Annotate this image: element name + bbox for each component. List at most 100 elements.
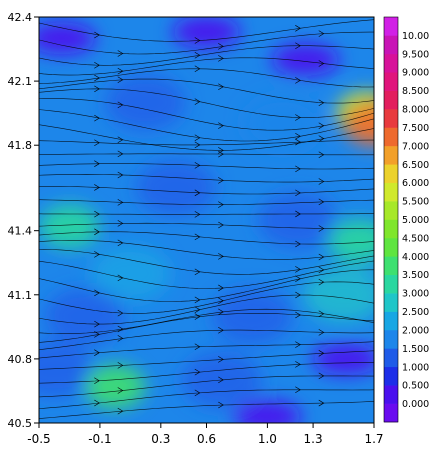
streamline	[39, 294, 374, 325]
streamline	[39, 19, 374, 42]
colorbar-label: 6.500	[402, 160, 429, 171]
streamline-arrow	[318, 225, 325, 232]
colorbar-segment	[384, 385, 398, 404]
streamline-arrow	[117, 220, 124, 227]
streamline	[39, 139, 374, 146]
streamline-arrow	[94, 228, 100, 236]
streamline-arrow	[218, 122, 224, 129]
streamline-arrow	[194, 98, 201, 105]
streamline-arrow	[94, 399, 100, 407]
streamline	[39, 260, 374, 289]
x-tick-label: 1.7	[364, 432, 383, 446]
field-patch	[257, 192, 338, 248]
colorbar-segment	[384, 201, 398, 220]
colorbar-label: 9.500	[402, 49, 429, 60]
colorbar-label: 2.000	[402, 325, 429, 336]
colorbar-label: 4.000	[402, 252, 429, 263]
streamline-arrow	[295, 240, 301, 248]
colorbar-label: 6.000	[402, 178, 429, 189]
y-axis: 40.5 40.8 41.1 41.4 41.8 42.1 42.4	[8, 11, 39, 430]
streamline-arrow	[318, 372, 325, 380]
field-patch	[242, 95, 323, 152]
streamline-arrow	[295, 210, 301, 218]
streamline	[39, 109, 374, 142]
field-low-region	[233, 400, 302, 423]
streamline-arrow	[117, 362, 124, 369]
streamline-arrow	[218, 356, 224, 363]
colorbar-label: 7.000	[402, 141, 429, 152]
y-tick-label: 41.1	[8, 289, 33, 302]
field-patch	[90, 245, 171, 302]
streamline-arrow	[194, 162, 201, 169]
streamline	[39, 240, 374, 260]
streamline-arrow	[194, 233, 201, 241]
streamline-arrow	[318, 151, 325, 159]
field-patch	[105, 74, 186, 131]
streamline	[39, 401, 374, 419]
y-tick-label: 41.4	[8, 225, 33, 238]
streamline-arrow	[117, 309, 124, 317]
streamline-arrow	[117, 199, 124, 206]
streamline-arrow	[117, 335, 124, 342]
streamline	[39, 153, 374, 156]
streamline-arrow	[218, 308, 224, 316]
streamline-arrow	[318, 135, 325, 142]
streamline	[39, 173, 374, 183]
colorbar-label: 3.000	[402, 289, 429, 300]
streamline	[39, 350, 374, 370]
streamline-arrow	[318, 60, 325, 67]
streamline-arrow	[295, 266, 301, 273]
streamline-arrow	[94, 114, 100, 122]
streamline	[39, 57, 374, 76]
streamline-arrow	[295, 189, 301, 197]
colorbar-label: 3.500	[402, 270, 429, 281]
streamline	[39, 199, 374, 205]
streamline-arrow	[318, 329, 325, 336]
streamline	[39, 329, 374, 351]
streamline-arrow	[194, 134, 201, 142]
streamline-arrow	[194, 306, 201, 313]
streamline-arrow	[218, 201, 224, 208]
colorbar-label: 8.000	[402, 105, 429, 116]
y-tick-label: 41.8	[8, 139, 33, 152]
streamline-arrow	[295, 291, 301, 299]
streamline-arrow	[295, 25, 301, 32]
streamline-arrow	[94, 331, 100, 338]
streamline-arrow	[94, 31, 100, 39]
streamline-arrow	[295, 42, 301, 49]
colorbar-segment	[384, 90, 398, 110]
streamline-arrow	[94, 251, 100, 258]
streamline-arrow	[117, 274, 124, 282]
streamline-arrow	[318, 122, 325, 129]
streamline	[39, 231, 374, 245]
colorbar-segment	[384, 219, 398, 239]
x-tick-label: 0.3	[151, 432, 170, 446]
field-patch	[39, 341, 95, 398]
colorbar-label: 2.500	[402, 307, 429, 318]
streamline-arrow	[295, 361, 301, 368]
streamline	[39, 88, 374, 118]
streamline-arrow	[194, 211, 201, 218]
field-high-region	[328, 219, 374, 264]
colorbar-segment	[384, 35, 398, 55]
streamline-arrow	[117, 387, 124, 394]
streamline-arrow	[117, 50, 124, 57]
streamline-arrow	[117, 76, 124, 84]
streamline-arrow	[194, 52, 201, 59]
field-high-region	[85, 364, 146, 409]
streamline	[39, 186, 374, 195]
streamline	[39, 308, 374, 334]
streamline	[39, 375, 374, 398]
streamline	[39, 163, 374, 170]
x-tick-label: 1.0	[258, 432, 277, 446]
colorbar-label: 5.500	[402, 197, 429, 208]
colorbar-label: 0.000	[402, 399, 429, 410]
streamline-arrow	[94, 160, 100, 167]
streamline-arrow	[194, 368, 201, 376]
streamline-arrow	[194, 296, 201, 304]
field-low-region	[271, 43, 340, 76]
field-patch	[136, 159, 217, 216]
streamline-arrow	[117, 171, 124, 179]
